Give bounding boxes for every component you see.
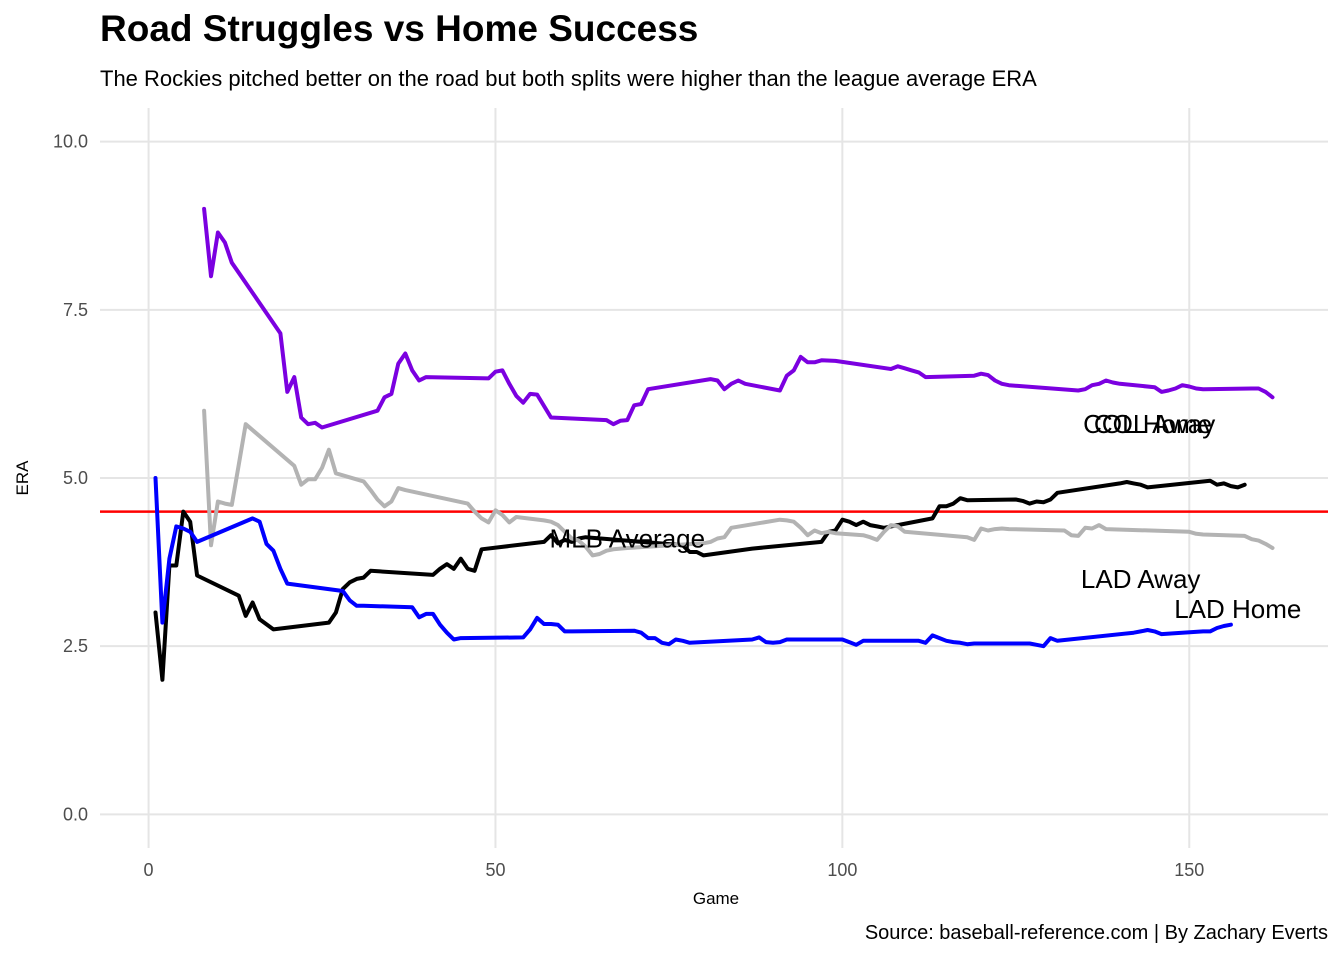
y-tick-label: 10.0 [53,132,88,152]
y-axis-label: ERA [13,460,32,496]
chart-title: Road Struggles vs Home Success [100,8,699,49]
y-tick-label: 0.0 [63,804,88,824]
series-label-col-home: COL Home [1083,409,1212,439]
mlb-average-label: MLB Average [549,524,705,554]
y-tick-label: 2.5 [63,636,88,656]
x-tick-label: 100 [827,860,857,880]
x-tick-label: 50 [485,860,505,880]
chart-caption: Source: baseball-reference.com | By Zach… [864,922,1328,944]
series-line-lad-away [202,408,1275,558]
series-line-lad-home [153,476,1233,649]
series-lines [153,206,1275,682]
series-label-col-away: COL Away [1094,409,1215,439]
y-tick-label: 7.5 [63,300,88,320]
tick-labels: 0.0 2.5 5.0 7.5 10.0 0 50 100 150 [53,132,1204,880]
chart-subtitle: The Rockies pitched better on the road b… [100,66,1037,91]
series-label-lad-away: LAD Away [1081,564,1200,594]
x-tick-label: 150 [1174,860,1204,880]
series-line-col-home [202,206,1275,430]
series-line-col-away [153,478,1247,682]
y-tick-label: 5.0 [63,468,88,488]
series-label-lad-home: LAD Home [1174,594,1301,624]
gridlines [100,108,1328,848]
x-tick-label: 0 [144,860,154,880]
x-axis-label: Game [693,889,739,908]
